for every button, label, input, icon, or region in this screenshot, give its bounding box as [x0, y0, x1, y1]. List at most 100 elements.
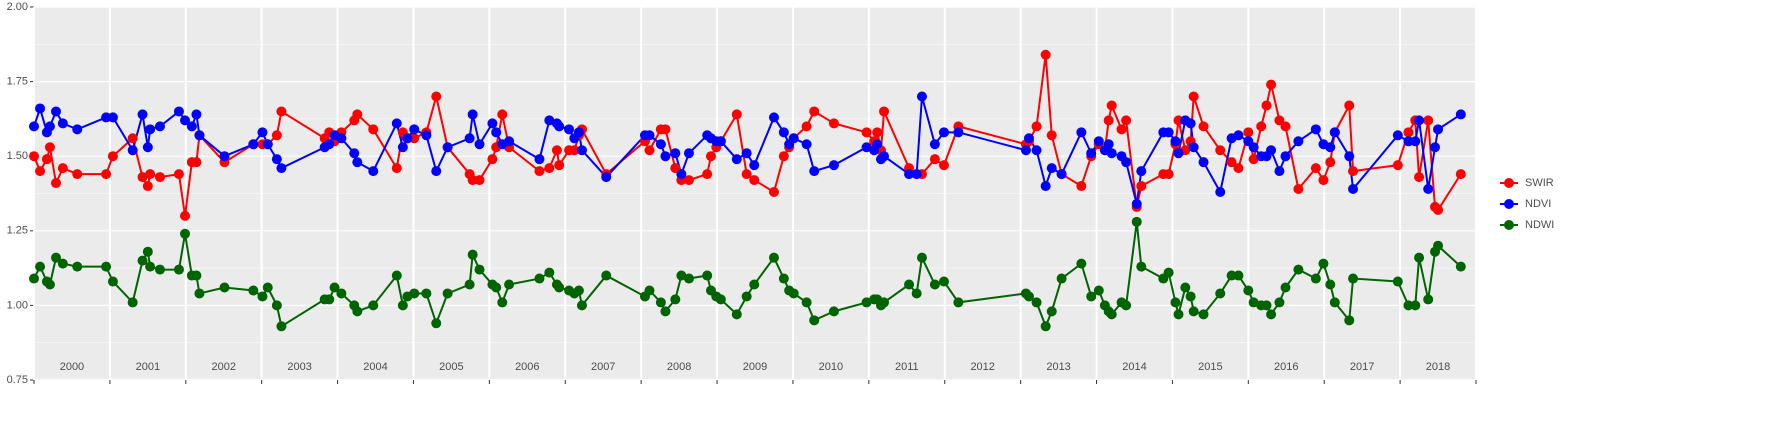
point: [715, 294, 726, 305]
point: [768, 252, 779, 263]
point: [660, 124, 671, 135]
point: [872, 139, 883, 150]
point: [660, 151, 671, 162]
point: [442, 142, 453, 153]
point: [911, 288, 922, 299]
point: [801, 139, 812, 150]
point: [35, 261, 46, 272]
point: [142, 142, 153, 153]
point: [1215, 145, 1226, 156]
point: [1023, 291, 1034, 302]
point: [1410, 300, 1421, 311]
point: [1170, 136, 1181, 147]
point: [487, 118, 498, 129]
point: [421, 130, 432, 141]
legend-label: NDVI: [1525, 198, 1551, 210]
point: [262, 282, 273, 293]
point: [1180, 282, 1191, 293]
point: [194, 130, 205, 141]
y-tick-label: 2.00: [7, 1, 28, 13]
point: [1188, 91, 1199, 102]
point: [676, 270, 687, 281]
point: [1414, 172, 1425, 183]
point: [1392, 130, 1403, 141]
point: [504, 136, 515, 147]
point: [127, 145, 138, 156]
point: [1233, 163, 1244, 174]
point: [1046, 306, 1057, 317]
point: [421, 288, 432, 299]
point: [336, 288, 347, 299]
point: [1121, 115, 1132, 126]
point: [57, 118, 68, 129]
point: [72, 124, 83, 135]
point: [788, 133, 799, 144]
point: [464, 279, 475, 290]
point: [464, 133, 475, 144]
year-label: 2001: [136, 361, 160, 373]
point: [1076, 181, 1087, 192]
point: [544, 267, 555, 278]
point: [1163, 127, 1174, 138]
point: [368, 124, 379, 135]
point: [1031, 121, 1042, 132]
point: [1248, 297, 1259, 308]
point: [1233, 130, 1244, 141]
year-label: 2005: [439, 361, 463, 373]
year-label: 2012: [970, 361, 994, 373]
point: [219, 282, 230, 293]
point: [1293, 184, 1304, 195]
point: [497, 297, 508, 308]
point: [1310, 273, 1321, 284]
point: [467, 109, 478, 120]
point: [1280, 282, 1291, 293]
point: [953, 127, 964, 138]
point: [101, 261, 112, 272]
year-label: 2002: [211, 361, 235, 373]
point: [1020, 145, 1031, 156]
point: [1256, 121, 1267, 132]
point: [1266, 79, 1277, 90]
point: [1040, 181, 1051, 192]
point: [683, 175, 694, 186]
point: [741, 291, 752, 302]
point: [1243, 285, 1254, 296]
point: [534, 273, 545, 284]
point: [929, 154, 940, 165]
point: [44, 142, 55, 153]
point: [1410, 136, 1421, 147]
point: [1274, 166, 1285, 177]
point: [655, 297, 666, 308]
year-label: 2018: [1426, 361, 1450, 373]
year-label: 2006: [515, 361, 539, 373]
point: [655, 139, 666, 150]
point: [402, 133, 413, 144]
point: [1116, 124, 1127, 135]
point: [352, 306, 363, 317]
legend-marker: [1504, 220, 1514, 230]
point: [173, 264, 184, 275]
point: [145, 124, 156, 135]
point: [271, 154, 282, 165]
point: [1103, 115, 1114, 126]
point: [44, 121, 55, 132]
point: [1280, 121, 1291, 132]
point: [127, 133, 138, 144]
point: [916, 91, 927, 102]
point: [601, 172, 612, 183]
point: [154, 172, 165, 183]
point: [861, 297, 872, 308]
point: [702, 270, 713, 281]
point: [1163, 169, 1174, 180]
point: [391, 118, 402, 129]
point: [828, 160, 839, 171]
point: [1392, 160, 1403, 171]
point: [554, 282, 565, 293]
point: [474, 139, 485, 150]
year-label: 2010: [819, 361, 843, 373]
point: [409, 288, 420, 299]
point: [173, 106, 184, 117]
point: [397, 142, 408, 153]
point: [51, 106, 62, 117]
point: [145, 169, 156, 180]
